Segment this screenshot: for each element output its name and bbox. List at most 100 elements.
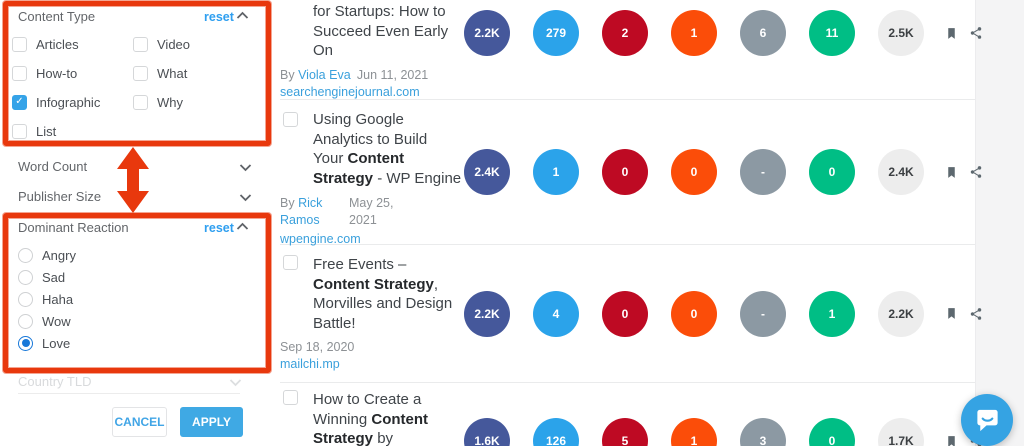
checkbox-label: Articles	[36, 36, 79, 52]
section-country-tld[interactable]: Country TLD	[18, 374, 252, 390]
metric-circle: 0	[671, 290, 717, 337]
checkbox-label: List	[36, 123, 57, 139]
dominant-reaction-options: Angry Sad Haha Wow Love	[18, 247, 76, 351]
article-domain-link[interactable]: mailchi.mp	[280, 357, 340, 371]
metric-circle: 5	[602, 418, 648, 446]
section-word-count[interactable]: Word Count	[18, 159, 252, 175]
article-title-text: Using Google Analytics to Build Your	[313, 111, 428, 167]
chevron-down-icon[interactable]	[239, 193, 252, 202]
radio[interactable]	[18, 247, 33, 263]
checkbox-option-what[interactable]: What	[133, 65, 264, 81]
chevron-up-icon[interactable]	[236, 222, 249, 231]
content-type-section-title: Content Type	[18, 9, 96, 24]
checkbox[interactable]	[12, 36, 27, 52]
metric-circle: 2	[602, 10, 648, 56]
checkbox-option-why[interactable]: Why	[133, 94, 264, 110]
radio[interactable]	[18, 291, 33, 307]
bookmark-icon[interactable]	[944, 165, 959, 180]
chevron-down-icon[interactable]	[229, 378, 242, 387]
metric-circle: 1	[533, 149, 579, 195]
cancel-button[interactable]: CANCEL	[112, 407, 167, 437]
checkbox-option-video[interactable]: Video	[133, 36, 264, 52]
metric-circle: 2.2K	[464, 10, 510, 56]
article-title-text: Free Events –	[313, 256, 407, 273]
article-title-text: How to Create a Winning	[313, 391, 422, 428]
dominant-reaction-section-title: Dominant Reaction	[18, 220, 129, 235]
article-checkbox[interactable]	[283, 255, 298, 270]
article-title-link[interactable]: How to Create a Winning Content Strategy…	[313, 383, 483, 446]
publisher-size-label: Publisher Size	[18, 189, 102, 204]
radio-option-haha[interactable]: Haha	[18, 291, 76, 307]
radio-label: Wow	[42, 313, 71, 329]
byline-by-label: By	[280, 196, 299, 210]
row-actions	[944, 165, 983, 180]
metric-circle: 4	[533, 290, 579, 337]
chevron-up-icon[interactable]	[236, 11, 249, 20]
article-title-link[interactable]: Using Google Analytics to Build Your Con…	[313, 100, 483, 188]
bookmark-icon[interactable]	[944, 26, 959, 41]
radio-option-sad[interactable]: Sad	[18, 269, 76, 285]
bookmark-icon[interactable]	[944, 306, 959, 321]
article-checkbox[interactable]	[283, 112, 298, 127]
chevron-down-icon[interactable]	[239, 163, 252, 172]
checkbox[interactable]	[12, 65, 27, 81]
article-byline: By Viola Eva Jun 11, 2021	[280, 68, 975, 82]
metrics-row: 2.2K 4 0 0-1 2.2K	[464, 290, 983, 337]
chat-widget-button[interactable]	[961, 394, 1013, 446]
article-title-bold-text: Content Strategy	[313, 410, 429, 446]
checkbox[interactable]	[133, 94, 148, 110]
article-checkbox[interactable]	[283, 390, 298, 405]
radio[interactable]	[18, 313, 33, 329]
radio-option-love[interactable]: Love	[18, 335, 76, 351]
metric-circle: 1.6K	[464, 418, 510, 446]
dominant-reaction-reset-link[interactable]: reset	[204, 221, 234, 235]
article-row: How to Create a Winning Content Strategy…	[280, 383, 981, 446]
share-icon[interactable]	[968, 165, 983, 180]
metric-circle: 0	[671, 149, 717, 195]
article-title-link[interactable]: Free Events – Content Strategy, Morville…	[313, 245, 483, 333]
radio-option-wow[interactable]: Wow	[18, 313, 76, 329]
article-date: May 25, 2021	[349, 196, 394, 227]
checkbox[interactable]	[12, 123, 27, 139]
checkbox-label: Why	[157, 94, 183, 110]
row-actions	[944, 306, 983, 321]
article-title-text: - WP Engine	[373, 169, 462, 187]
checkbox[interactable]	[133, 36, 148, 52]
checkbox-option-how-to[interactable]: How-to	[12, 65, 133, 81]
section-publisher-size[interactable]: Publisher Size	[18, 189, 252, 205]
metric-circle: 126	[533, 418, 579, 446]
author-link[interactable]: Viola Eva	[298, 67, 351, 82]
bookmark-icon[interactable]	[944, 434, 959, 446]
metric-circle: 0	[809, 149, 855, 195]
radio-label: Angry	[42, 247, 76, 263]
checkbox-option-infographic[interactable]: ✓ Infographic	[12, 94, 133, 110]
word-count-label: Word Count	[18, 159, 88, 174]
metric-circle: 279	[533, 10, 579, 56]
metrics-row: 1.6K 126 5 1 3 0 1.7K	[464, 418, 983, 446]
article-byline: Sep 18, 2020	[280, 340, 975, 354]
filter-panel: Content Type reset Articles Video How-to Wh…	[0, 0, 280, 446]
checkbox-option-articles[interactable]: Articles	[12, 36, 133, 52]
divider	[18, 393, 240, 394]
radio-selected[interactable]	[18, 335, 33, 351]
article-domain-link[interactable]: wpengine.com	[280, 232, 361, 246]
author-link[interactable]: Rick Ramos	[280, 196, 323, 227]
article-results-list: for Startups: How to Succeed Even Early …	[280, 0, 981, 446]
article-domain-link[interactable]: searchenginejournal.com	[280, 84, 420, 99]
page-background-strip	[975, 0, 1024, 446]
metric-circle: 2.2K	[878, 290, 924, 337]
article-title-link[interactable]: for Startups: How to Succeed Even Early …	[313, 0, 483, 61]
metric-circle: 1	[809, 290, 855, 337]
article-row: Using Google Analytics to Build Your Con…	[280, 100, 981, 246]
checkbox[interactable]	[133, 65, 148, 81]
radio-option-angry[interactable]: Angry	[18, 247, 76, 263]
share-icon[interactable]	[968, 26, 983, 41]
share-icon[interactable]	[968, 306, 983, 321]
checkbox-option-list[interactable]: List	[12, 123, 133, 139]
content-type-reset-link[interactable]: reset	[204, 10, 234, 24]
checkbox-checked[interactable]: ✓	[12, 94, 27, 110]
radio[interactable]	[18, 269, 33, 285]
apply-button[interactable]: APPLY	[180, 407, 243, 437]
metric-circle: 2.5K	[878, 10, 924, 56]
article-title-text: by Combining GA4 with	[377, 430, 394, 446]
